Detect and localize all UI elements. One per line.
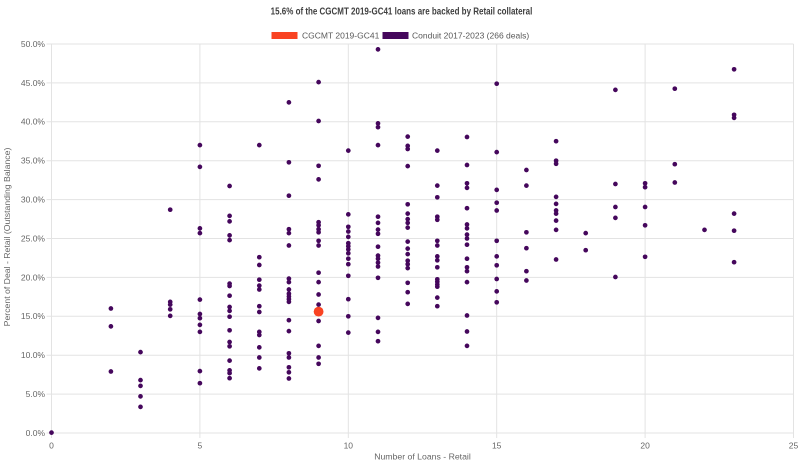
- svg-text:25.0%: 25.0%: [21, 233, 46, 243]
- svg-text:15.0%: 15.0%: [21, 311, 46, 321]
- svg-text:10: 10: [344, 441, 354, 451]
- svg-text:25: 25: [789, 441, 799, 451]
- svg-text:15: 15: [492, 441, 502, 451]
- svg-text:20: 20: [640, 441, 650, 451]
- svg-text:35.0%: 35.0%: [21, 156, 46, 166]
- svg-text:CGCMT 2019-GC41: CGCMT 2019-GC41: [302, 31, 380, 41]
- svg-text:Percent of Deal - Retail (Outs: Percent of Deal - Retail (Outstanding Ba…: [2, 148, 12, 327]
- svg-text:0: 0: [49, 441, 54, 451]
- svg-text:50.0%: 50.0%: [21, 39, 46, 49]
- svg-text:Number of Loans - Retail: Number of Loans - Retail: [374, 452, 471, 462]
- svg-text:40.0%: 40.0%: [21, 117, 46, 127]
- svg-text:30.0%: 30.0%: [21, 195, 46, 205]
- svg-text:5.0%: 5.0%: [26, 389, 46, 399]
- svg-text:45.0%: 45.0%: [21, 78, 46, 88]
- svg-text:10.0%: 10.0%: [21, 350, 46, 360]
- svg-text:20.0%: 20.0%: [21, 272, 46, 282]
- svg-text:Conduit 2017-2023 (266 deals): Conduit 2017-2023 (266 deals): [412, 31, 529, 41]
- svg-text:0.0%: 0.0%: [26, 428, 46, 438]
- svg-text:15.6% of the CGCMT 2019-GC41 l: 15.6% of the CGCMT 2019-GC41 loans are b…: [271, 6, 533, 17]
- svg-text:5: 5: [198, 441, 203, 451]
